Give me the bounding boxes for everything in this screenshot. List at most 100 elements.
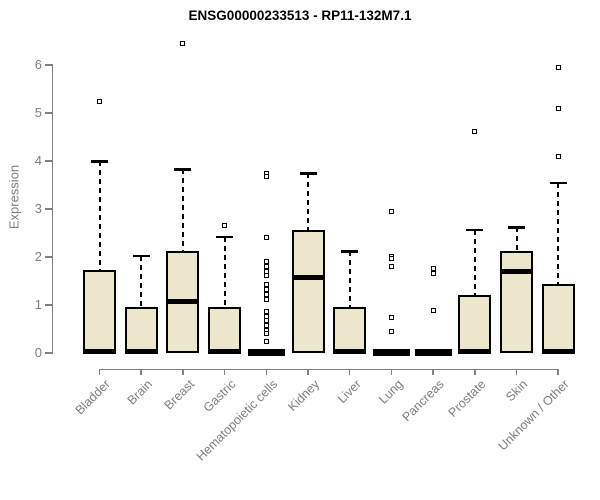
- whisker-cap: [132, 254, 150, 258]
- x-tick: [265, 369, 268, 375]
- box: [333, 307, 367, 353]
- outlier-point: [430, 265, 436, 271]
- x-tick: [557, 369, 559, 375]
- x-tick: [348, 369, 351, 375]
- outlier-point: [263, 291, 269, 297]
- box: [124, 307, 158, 353]
- outlier-point: [263, 318, 269, 324]
- y-tick-label: 5: [34, 105, 42, 120]
- median-line: [208, 349, 242, 355]
- y-tick: [45, 160, 52, 162]
- box: [500, 250, 533, 353]
- y-tick-label: 6: [34, 57, 42, 72]
- outlier-point: [263, 259, 269, 265]
- y-tick-label: 1: [34, 297, 42, 312]
- box: [208, 307, 242, 353]
- whisker-cap: [174, 168, 192, 171]
- outlier-point: [555, 153, 561, 159]
- x-tick-label: Prostate: [445, 377, 489, 420]
- whisker-line: [98, 161, 101, 271]
- y-tick-label: 3: [34, 201, 42, 216]
- x-tick-label: Brain: [124, 377, 156, 408]
- whisker-line: [307, 173, 309, 230]
- box: [291, 229, 325, 353]
- whisker-cap: [216, 235, 234, 239]
- outlier-point: [263, 296, 269, 302]
- outlier-point: [263, 287, 269, 293]
- x-tick-label: Lung: [375, 377, 406, 407]
- x-tick-label: Pancreas: [399, 377, 448, 425]
- median-line: [541, 349, 575, 355]
- outlier-point: [388, 314, 394, 320]
- outlier-point: [388, 264, 394, 270]
- median-line: [124, 349, 158, 355]
- box: [541, 284, 575, 353]
- outlier-point: [263, 339, 269, 345]
- y-axis-title: Expression: [6, 164, 22, 230]
- outlier-point: [388, 255, 394, 261]
- collapsed-box: [248, 349, 286, 356]
- y-tick: [45, 256, 52, 258]
- median-line: [291, 275, 325, 281]
- whisker-line: [515, 227, 518, 251]
- outlier-point: [388, 328, 394, 334]
- chart-title: ENSG00000233513 - RP11-132M7.1: [188, 8, 412, 23]
- outlier-point: [555, 64, 561, 70]
- x-tick-label: Gastric: [200, 377, 239, 415]
- whisker-line: [181, 169, 184, 251]
- y-tick: [45, 112, 52, 114]
- x-tick-label: Liver: [334, 377, 364, 407]
- whisker-line: [473, 229, 476, 296]
- outlier-point: [263, 235, 269, 241]
- y-tick: [45, 64, 52, 66]
- outlier-point: [263, 313, 269, 319]
- whisker-line: [140, 255, 143, 308]
- x-tick-label: Skin: [503, 377, 531, 405]
- whisker-line: [223, 236, 226, 308]
- whisker-line: [348, 251, 351, 308]
- median-line: [83, 349, 116, 355]
- outlier-point: [430, 308, 436, 314]
- outlier-point: [222, 223, 228, 229]
- outlier-point: [472, 128, 478, 134]
- outlier-point: [263, 323, 269, 329]
- whisker-cap: [91, 160, 108, 163]
- x-tick: [432, 369, 434, 375]
- outlier-point: [263, 264, 269, 270]
- outlier-point: [180, 40, 186, 46]
- outlier-point: [263, 331, 269, 337]
- outlier-point: [263, 174, 269, 180]
- x-axis-line: [98, 368, 560, 370]
- outlier-point: [97, 98, 102, 104]
- y-axis-line: [51, 64, 53, 354]
- outlier-point: [263, 272, 269, 278]
- median-line: [500, 268, 533, 274]
- x-tick: [474, 369, 476, 375]
- whisker-line: [557, 182, 560, 285]
- y-tick: [45, 352, 52, 354]
- median-line: [333, 349, 367, 355]
- whisker-cap: [299, 172, 317, 175]
- x-tick: [390, 369, 393, 375]
- x-tick: [223, 369, 226, 375]
- y-tick-label: 4: [34, 153, 42, 168]
- x-tick: [140, 369, 142, 375]
- y-tick-label: 0: [34, 345, 42, 360]
- y-tick: [45, 304, 52, 306]
- whisker-cap: [508, 226, 525, 229]
- collapsed-box: [373, 349, 411, 356]
- median-line: [458, 349, 492, 355]
- whisker-cap: [466, 228, 484, 232]
- outlier-point: [388, 208, 394, 214]
- x-tick: [307, 369, 309, 375]
- median-line: [166, 299, 200, 305]
- outlier-point: [263, 308, 269, 314]
- outlier-point: [263, 282, 269, 288]
- x-tick-label: Kidney: [284, 377, 322, 414]
- x-tick-label: Bladder: [73, 377, 114, 418]
- outlier-point: [430, 271, 436, 277]
- x-tick: [182, 369, 184, 375]
- whisker-cap: [549, 181, 567, 185]
- x-tick: [515, 369, 518, 375]
